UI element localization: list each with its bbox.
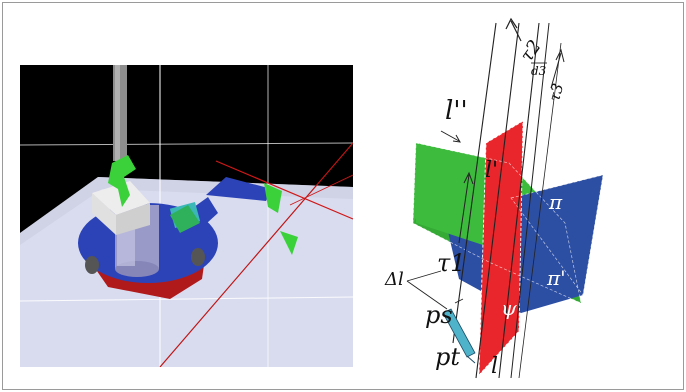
label-psi: ψ [501, 296, 517, 320]
robot-render [20, 65, 353, 367]
label-l-double-prime: l'' [445, 96, 468, 126]
robot-gripper [108, 155, 136, 207]
label-l: l [491, 354, 498, 379]
label-p-s: ps [425, 301, 453, 329]
plane-psi [479, 121, 523, 375]
label-p-t: pt [435, 343, 460, 371]
label-d3: d3 [531, 64, 547, 78]
robot-arm-link [206, 177, 272, 201]
geometry-diagram: l'' l' τ2 d3 τ3 π π' τ1 ψ Δl ps pt l [384, 17, 604, 379]
line-l-prime [475, 22, 520, 379]
label-tau-1: τ1 [437, 249, 466, 277]
grid-line [20, 142, 353, 146]
axis-line [159, 142, 353, 367]
label-tau-3: τ3 [545, 81, 567, 103]
label-pi-prime: π' [546, 266, 566, 290]
label-pi: π [548, 190, 563, 214]
line-l [498, 22, 540, 379]
robot-end-effector [264, 183, 282, 213]
label-delta-l: Δl [384, 269, 404, 290]
label-l-prime: l' [485, 158, 498, 183]
grid-line [20, 296, 353, 302]
tool-segment [442, 308, 476, 358]
line-l-double-prime [452, 22, 497, 344]
axis-line [215, 160, 353, 220]
